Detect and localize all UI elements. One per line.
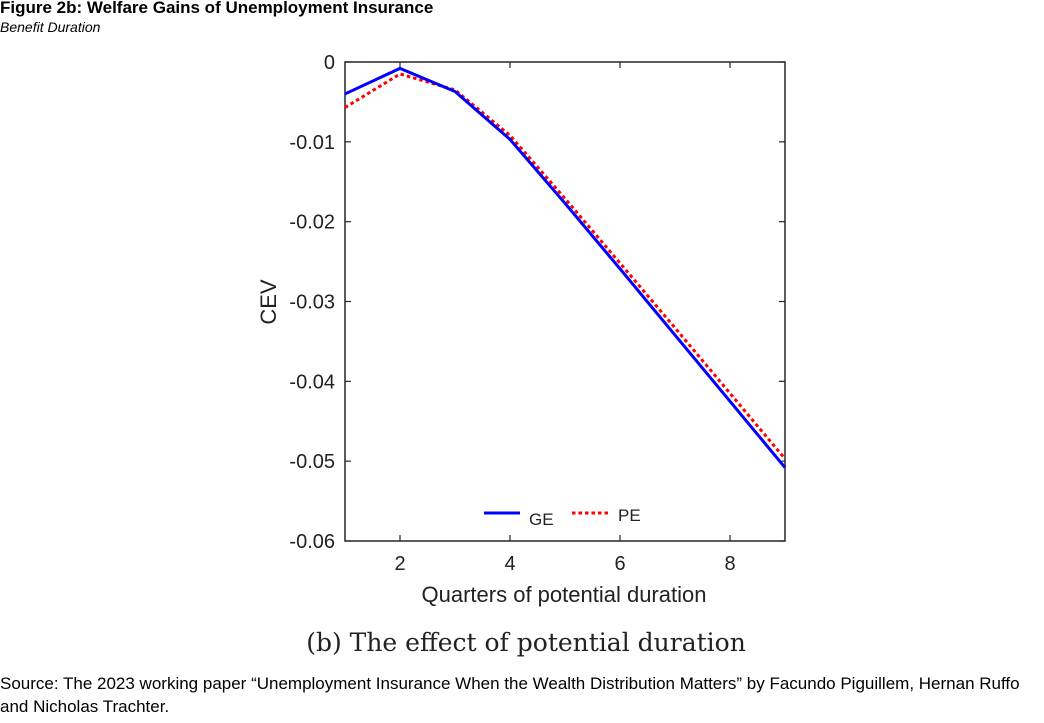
x-axis-ticks: 2 4 6 8 bbox=[394, 62, 736, 575]
x-tick-label: 4 bbox=[504, 553, 515, 575]
legend: GE PE bbox=[484, 506, 641, 529]
x-axis-label: Quarters of potential duration bbox=[422, 582, 707, 607]
y-axis-ticks: 0 -0.01 -0.02 -0.03 -0.04 -0.05 -0.06 bbox=[289, 52, 785, 553]
series-lines bbox=[344, 66, 787, 469]
y-tick-label: -0.06 bbox=[289, 531, 335, 553]
figure-caption: (b) The effect of potential duration bbox=[306, 628, 746, 657]
legend-label-ge: GE bbox=[529, 510, 554, 529]
y-tick-label: -0.03 bbox=[289, 292, 335, 314]
y-tick-label: -0.01 bbox=[289, 132, 335, 154]
plot-area-border bbox=[344, 61, 786, 542]
series-line-ge bbox=[344, 66, 787, 469]
x-tick-label: 6 bbox=[614, 553, 625, 575]
y-tick-label: -0.04 bbox=[289, 371, 335, 393]
legend-label-pe: PE bbox=[618, 506, 641, 525]
x-tick-label: 2 bbox=[394, 553, 405, 575]
y-tick-label: -0.02 bbox=[289, 212, 335, 234]
line-chart: 0 -0.01 -0.02 -0.03 -0.04 -0.05 -0.06 2 4 6 8 GE P… bbox=[256, 52, 787, 657]
x-tick-label: 8 bbox=[724, 553, 735, 575]
y-tick-label: -0.05 bbox=[289, 451, 335, 473]
series-line-pe bbox=[344, 72, 787, 460]
figure-title: Figure 2b: Welfare Gains of Unemployment… bbox=[0, 0, 434, 17]
source-note: Source: The 2023 working paper “Unemploy… bbox=[0, 674, 1020, 716]
figure-subtitle: Benefit Duration bbox=[0, 19, 101, 35]
y-tick-label: 0 bbox=[324, 52, 335, 74]
plot-frame bbox=[344, 61, 786, 542]
y-axis-label: CEV bbox=[256, 279, 281, 325]
